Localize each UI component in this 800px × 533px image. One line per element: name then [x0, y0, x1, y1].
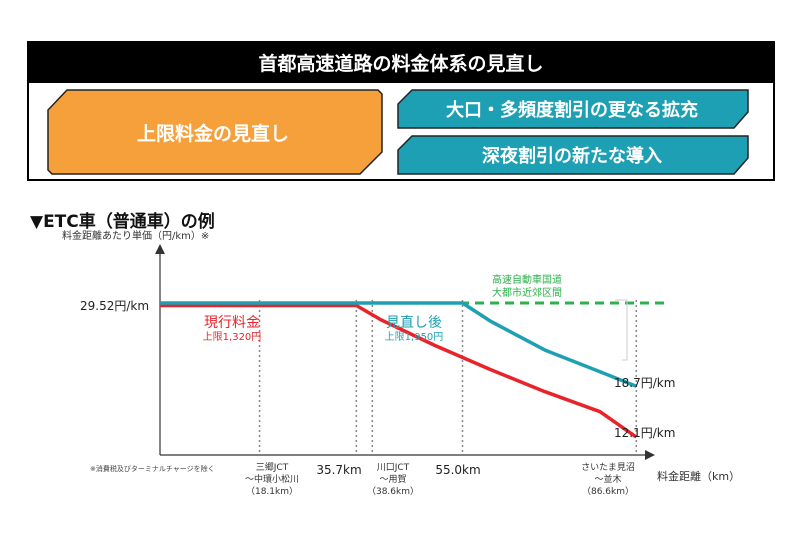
green-line-end-bracket [615, 299, 628, 361]
xtick-18-1-line1: 三郷JCT [256, 462, 289, 473]
bulk-discount-label: 大口・多頻度割引の更なる拡充 [446, 99, 698, 121]
y-tick-label: 29.52円/km [80, 299, 149, 313]
footnote: ※消費税及びターミナルチャージを除く [90, 464, 215, 473]
revised-series-label: 見直し後 [386, 314, 442, 331]
x-axis-arrow [645, 450, 655, 460]
cap-box-label: 上限料金の見直し [137, 122, 289, 145]
green-series-label-2: 大都市近郊区間 [492, 286, 562, 299]
night-discount-label: 深夜割引の新たな導入 [482, 145, 662, 167]
green-series-label-1: 高速自動車国道 [492, 273, 562, 286]
revised-series-cap: 上限1,950円 [385, 331, 444, 343]
y-axis-label: 料金距離あたり単価（円/km）※ [62, 229, 209, 242]
reference-lines [258, 300, 638, 455]
xtick-86-6-line1: さいたま見沼 [581, 462, 635, 473]
series-line-0 [160, 303, 638, 439]
revised-end-label: 18.7円/km [614, 376, 675, 390]
series-line-1 [160, 301, 637, 388]
bulk-discount-box [397, 89, 749, 129]
series-layer [160, 301, 666, 439]
current-series-cap: 上限1,320円 [203, 331, 262, 343]
xtick-38-6-line2: ～用賀 [379, 473, 406, 485]
current-end-label: 12.1円/km [614, 426, 675, 440]
night-discount-box [397, 135, 749, 175]
xtick-38-6-line1: 川口JCT [377, 463, 410, 473]
xtick-86-6-line2: ～並木 [594, 473, 621, 485]
x-axis-label: 料金距離（km） [657, 469, 740, 483]
xtick-18-1-line2: ～中環小松川 [245, 473, 299, 485]
banner-title: 首都高速道路の料金体系の見直し [27, 41, 775, 83]
xtick-55-0: 55.0km [435, 463, 480, 477]
xtick-18-1-line3: （18.1km） [246, 486, 298, 497]
cap-box [47, 89, 383, 175]
xtick-35-7: 35.7km [316, 463, 361, 477]
y-axis-arrow [155, 244, 165, 254]
current-series-label: 現行料金 [204, 315, 260, 331]
xtick-86-6-line3: （86.6km） [582, 486, 634, 497]
section-heading: ▼ETC車（普通車）の例 [30, 212, 215, 232]
xtick-38-6-line3: （38.6km） [367, 486, 419, 497]
